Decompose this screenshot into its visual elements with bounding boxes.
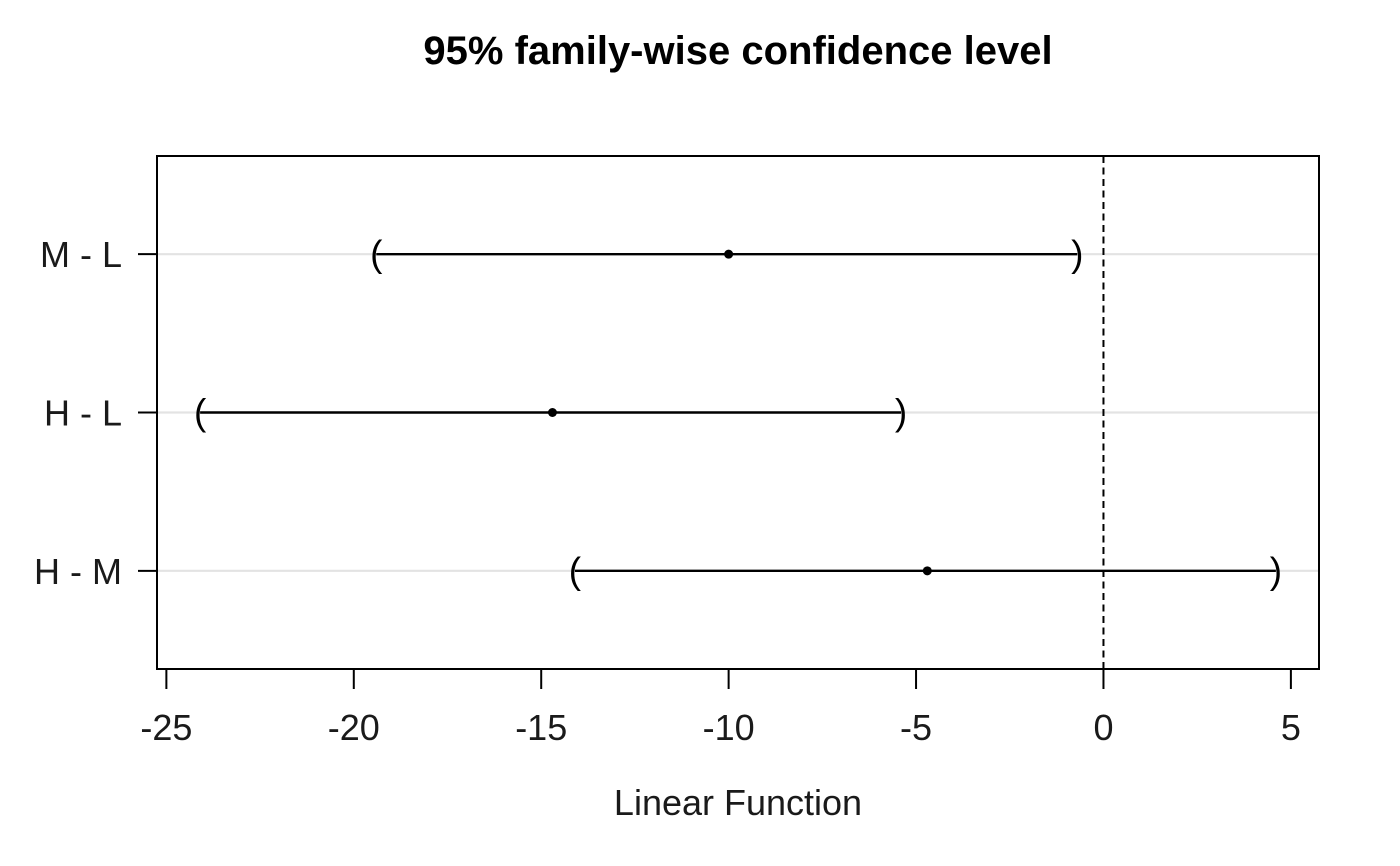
interval-upper-paren: ) bbox=[895, 392, 907, 433]
x-tick-label: -10 bbox=[703, 707, 755, 748]
y-axis-category-label: H - M bbox=[34, 551, 122, 592]
interval-upper-paren: ) bbox=[1270, 550, 1282, 591]
x-tick-label: 0 bbox=[1093, 707, 1113, 748]
interval-estimate-dot bbox=[922, 566, 932, 576]
x-tick-label: -15 bbox=[515, 707, 567, 748]
x-tick-label: -5 bbox=[900, 707, 932, 748]
y-axis-category-label: H - L bbox=[44, 393, 122, 434]
interval-estimate-dot bbox=[547, 408, 557, 417]
interval-estimate-dot bbox=[724, 249, 734, 259]
x-tick-label: -25 bbox=[140, 707, 192, 748]
interval-lower-paren: ( bbox=[194, 392, 207, 433]
interval-upper-paren: ) bbox=[1071, 234, 1083, 275]
interval-lower-paren: ( bbox=[569, 550, 582, 591]
interval-lower-paren: ( bbox=[370, 234, 383, 275]
x-tick-label: -20 bbox=[328, 707, 380, 748]
y-axis-category-label: M - L bbox=[40, 234, 122, 275]
x-tick-label: 5 bbox=[1281, 707, 1301, 748]
chart-title: 95% family-wise confidence level bbox=[423, 29, 1053, 73]
x-axis-label: Linear Function bbox=[613, 782, 863, 823]
